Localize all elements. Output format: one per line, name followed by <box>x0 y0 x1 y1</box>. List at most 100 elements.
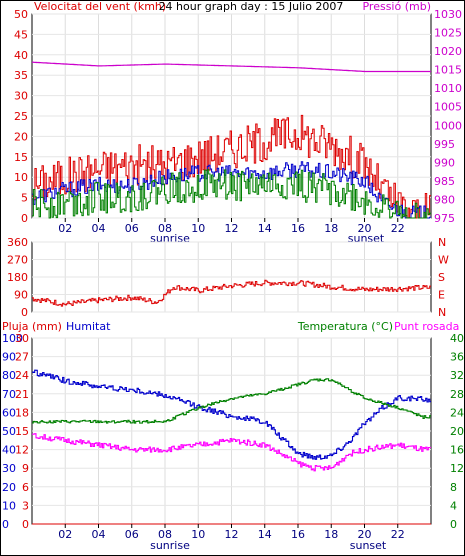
dewpoint-axis-label: Punt rosada <box>394 320 459 333</box>
temp-x-tick-22: 22 <box>391 528 405 541</box>
compass-label-2: S <box>438 271 445 284</box>
pressure-y-tick-980: 980 <box>434 193 455 206</box>
wind-x-tick-16: 16 <box>291 222 305 235</box>
direction-y-tick-360: 360 <box>7 236 28 249</box>
temp-y-tick-32: 32 <box>450 369 464 382</box>
humidity-y-tick-20: 20 <box>2 481 16 494</box>
wind-x-tick-10: 10 <box>191 222 205 235</box>
wind-y-tick-5: 5 <box>21 192 28 205</box>
temp-x-tick-04: 04 <box>92 528 106 541</box>
pressure-y-tick-1000: 1000 <box>434 119 462 132</box>
temp-series-line-temperatura-c- <box>32 378 431 424</box>
wind-y-tick-40: 40 <box>14 49 28 62</box>
rain-y-tick-12: 12 <box>15 444 29 457</box>
humidity-y-tick-80: 80 <box>2 369 16 382</box>
temp-x-tick-10: 10 <box>191 528 205 541</box>
sunrise-label-bottom: sunrise <box>150 539 190 552</box>
humidity-axis-label: Humitat <box>66 320 111 333</box>
rain-y-tick-3: 3 <box>22 499 29 512</box>
temp-y-tick-4: 4 <box>450 499 457 512</box>
direction-series <box>32 279 431 307</box>
rain-y-ticks: 0 3 6 9 12 15 18 21 24 27 30 <box>15 332 29 531</box>
wind-y-tick-15: 15 <box>14 151 28 164</box>
sunset-label-bottom: sunset <box>350 539 387 552</box>
humidity-y-tick-90: 90 <box>2 351 16 364</box>
temp-y-tick-16: 16 <box>450 444 464 457</box>
temp-x-tick-20: 20 <box>358 528 372 541</box>
pressure-y-tick-1020: 1020 <box>434 45 462 58</box>
direction-y-tick-270: 270 <box>7 254 28 267</box>
chart-title: 24 hour graph day : 15 Julio 2007 <box>159 0 344 13</box>
temp-series-line-humitat <box>32 369 431 460</box>
temp-y-tick-40: 40 <box>450 332 464 345</box>
wind-series-line-gust <box>32 114 431 219</box>
wind-series-line-pressi-mb- <box>32 61 431 73</box>
wind-x-tick-12: 12 <box>225 222 239 235</box>
wind-y-tick-20: 20 <box>14 130 28 143</box>
temp-y-tick-0: 0 <box>450 518 457 531</box>
pressure-axis-label: Pressió (mb) <box>362 0 431 13</box>
rain-y-tick-0: 0 <box>22 518 29 531</box>
humidity-y-tick-70: 70 <box>2 388 16 401</box>
wind-x-tick-18: 18 <box>324 222 338 235</box>
wind-series-line-average <box>32 161 431 219</box>
wind-y-tick-35: 35 <box>14 69 28 82</box>
temp-x-tick-08: 08 <box>158 528 172 541</box>
rain-y-tick-21: 21 <box>15 388 29 401</box>
wind-y-tick-50: 50 <box>14 8 28 21</box>
temperature-axis-label: Temperatura (°C) <box>297 320 393 333</box>
rain-y-tick-18: 18 <box>15 406 29 419</box>
wind-y-tick-30: 30 <box>14 90 28 103</box>
pressure-y-tick-975: 975 <box>434 212 455 225</box>
wind-x-ticks: 02 04 06 08 10 12 14 16 18 20 22 <box>58 218 405 235</box>
direction-y-tick-0: 0 <box>21 306 28 319</box>
temp-y-ticks: 0 4 8 12 16 20 24 28 32 36 40 <box>450 332 464 531</box>
direction-y-tick-180: 180 <box>7 271 28 284</box>
humidity-y-tick-50: 50 <box>2 425 16 438</box>
temp-y-tick-24: 24 <box>450 406 464 419</box>
wind-x-tick-20: 20 <box>358 222 372 235</box>
compass-label-3: E <box>438 289 445 302</box>
temp-y-tick-36: 36 <box>450 351 464 364</box>
wind-x-tick-14: 14 <box>258 222 272 235</box>
wind-x-tick-06: 06 <box>125 222 139 235</box>
pressure-y-ticks-right: 975 980 985 990 995 1000 1005 1010 1015 1020 1025 1… <box>434 8 462 225</box>
temp-y-tick-28: 28 <box>450 388 464 401</box>
wind-x-tick-22: 22 <box>391 222 405 235</box>
temp-series-line-punt-rosada <box>32 433 431 472</box>
wind-y-ticks-left: 0 5 10 15 20 25 30 35 40 45 50 <box>14 8 28 225</box>
direction-y-tick-90: 90 <box>14 289 28 302</box>
temp-x-tick-16: 16 <box>291 528 305 541</box>
compass-label-4: N <box>438 306 446 319</box>
compass-label-1: W <box>438 254 449 267</box>
direction-series-line <box>32 279 431 307</box>
pressure-y-tick-995: 995 <box>434 138 455 151</box>
compass-label-0: N <box>438 236 446 249</box>
humidity-y-tick-60: 60 <box>2 406 16 419</box>
pressure-y-tick-990: 990 <box>434 156 455 169</box>
wind-x-tick-08: 08 <box>158 222 172 235</box>
humidity-y-tick-40: 40 <box>2 444 16 457</box>
direction-y-ticks-left: 0 90 180 270 360 <box>7 236 28 319</box>
temp-y-tick-20: 20 <box>450 425 464 438</box>
temp-x-tick-02: 02 <box>58 528 72 541</box>
rain-y-tick-6: 6 <box>22 481 29 494</box>
wind-y-tick-0: 0 <box>21 212 28 225</box>
humidity-y-tick-10: 10 <box>2 499 16 512</box>
rain-y-tick-30: 30 <box>15 332 29 345</box>
humidity-y-tick-30: 30 <box>2 462 16 475</box>
humidity-y-ticks: 0 10 20 30 40 50 60 70 80 90 100 <box>2 332 23 531</box>
temp-y-tick-8: 8 <box>450 481 457 494</box>
wind-y-tick-25: 25 <box>14 110 28 123</box>
wind-y-tick-45: 45 <box>14 28 28 41</box>
wind-series-line-minimum <box>32 169 431 219</box>
temp-x-tick-14: 14 <box>258 528 272 541</box>
rain-y-tick-27: 27 <box>15 351 29 364</box>
humidity-y-tick-100: 100 <box>2 332 23 345</box>
pressure-y-tick-1015: 1015 <box>434 64 462 77</box>
